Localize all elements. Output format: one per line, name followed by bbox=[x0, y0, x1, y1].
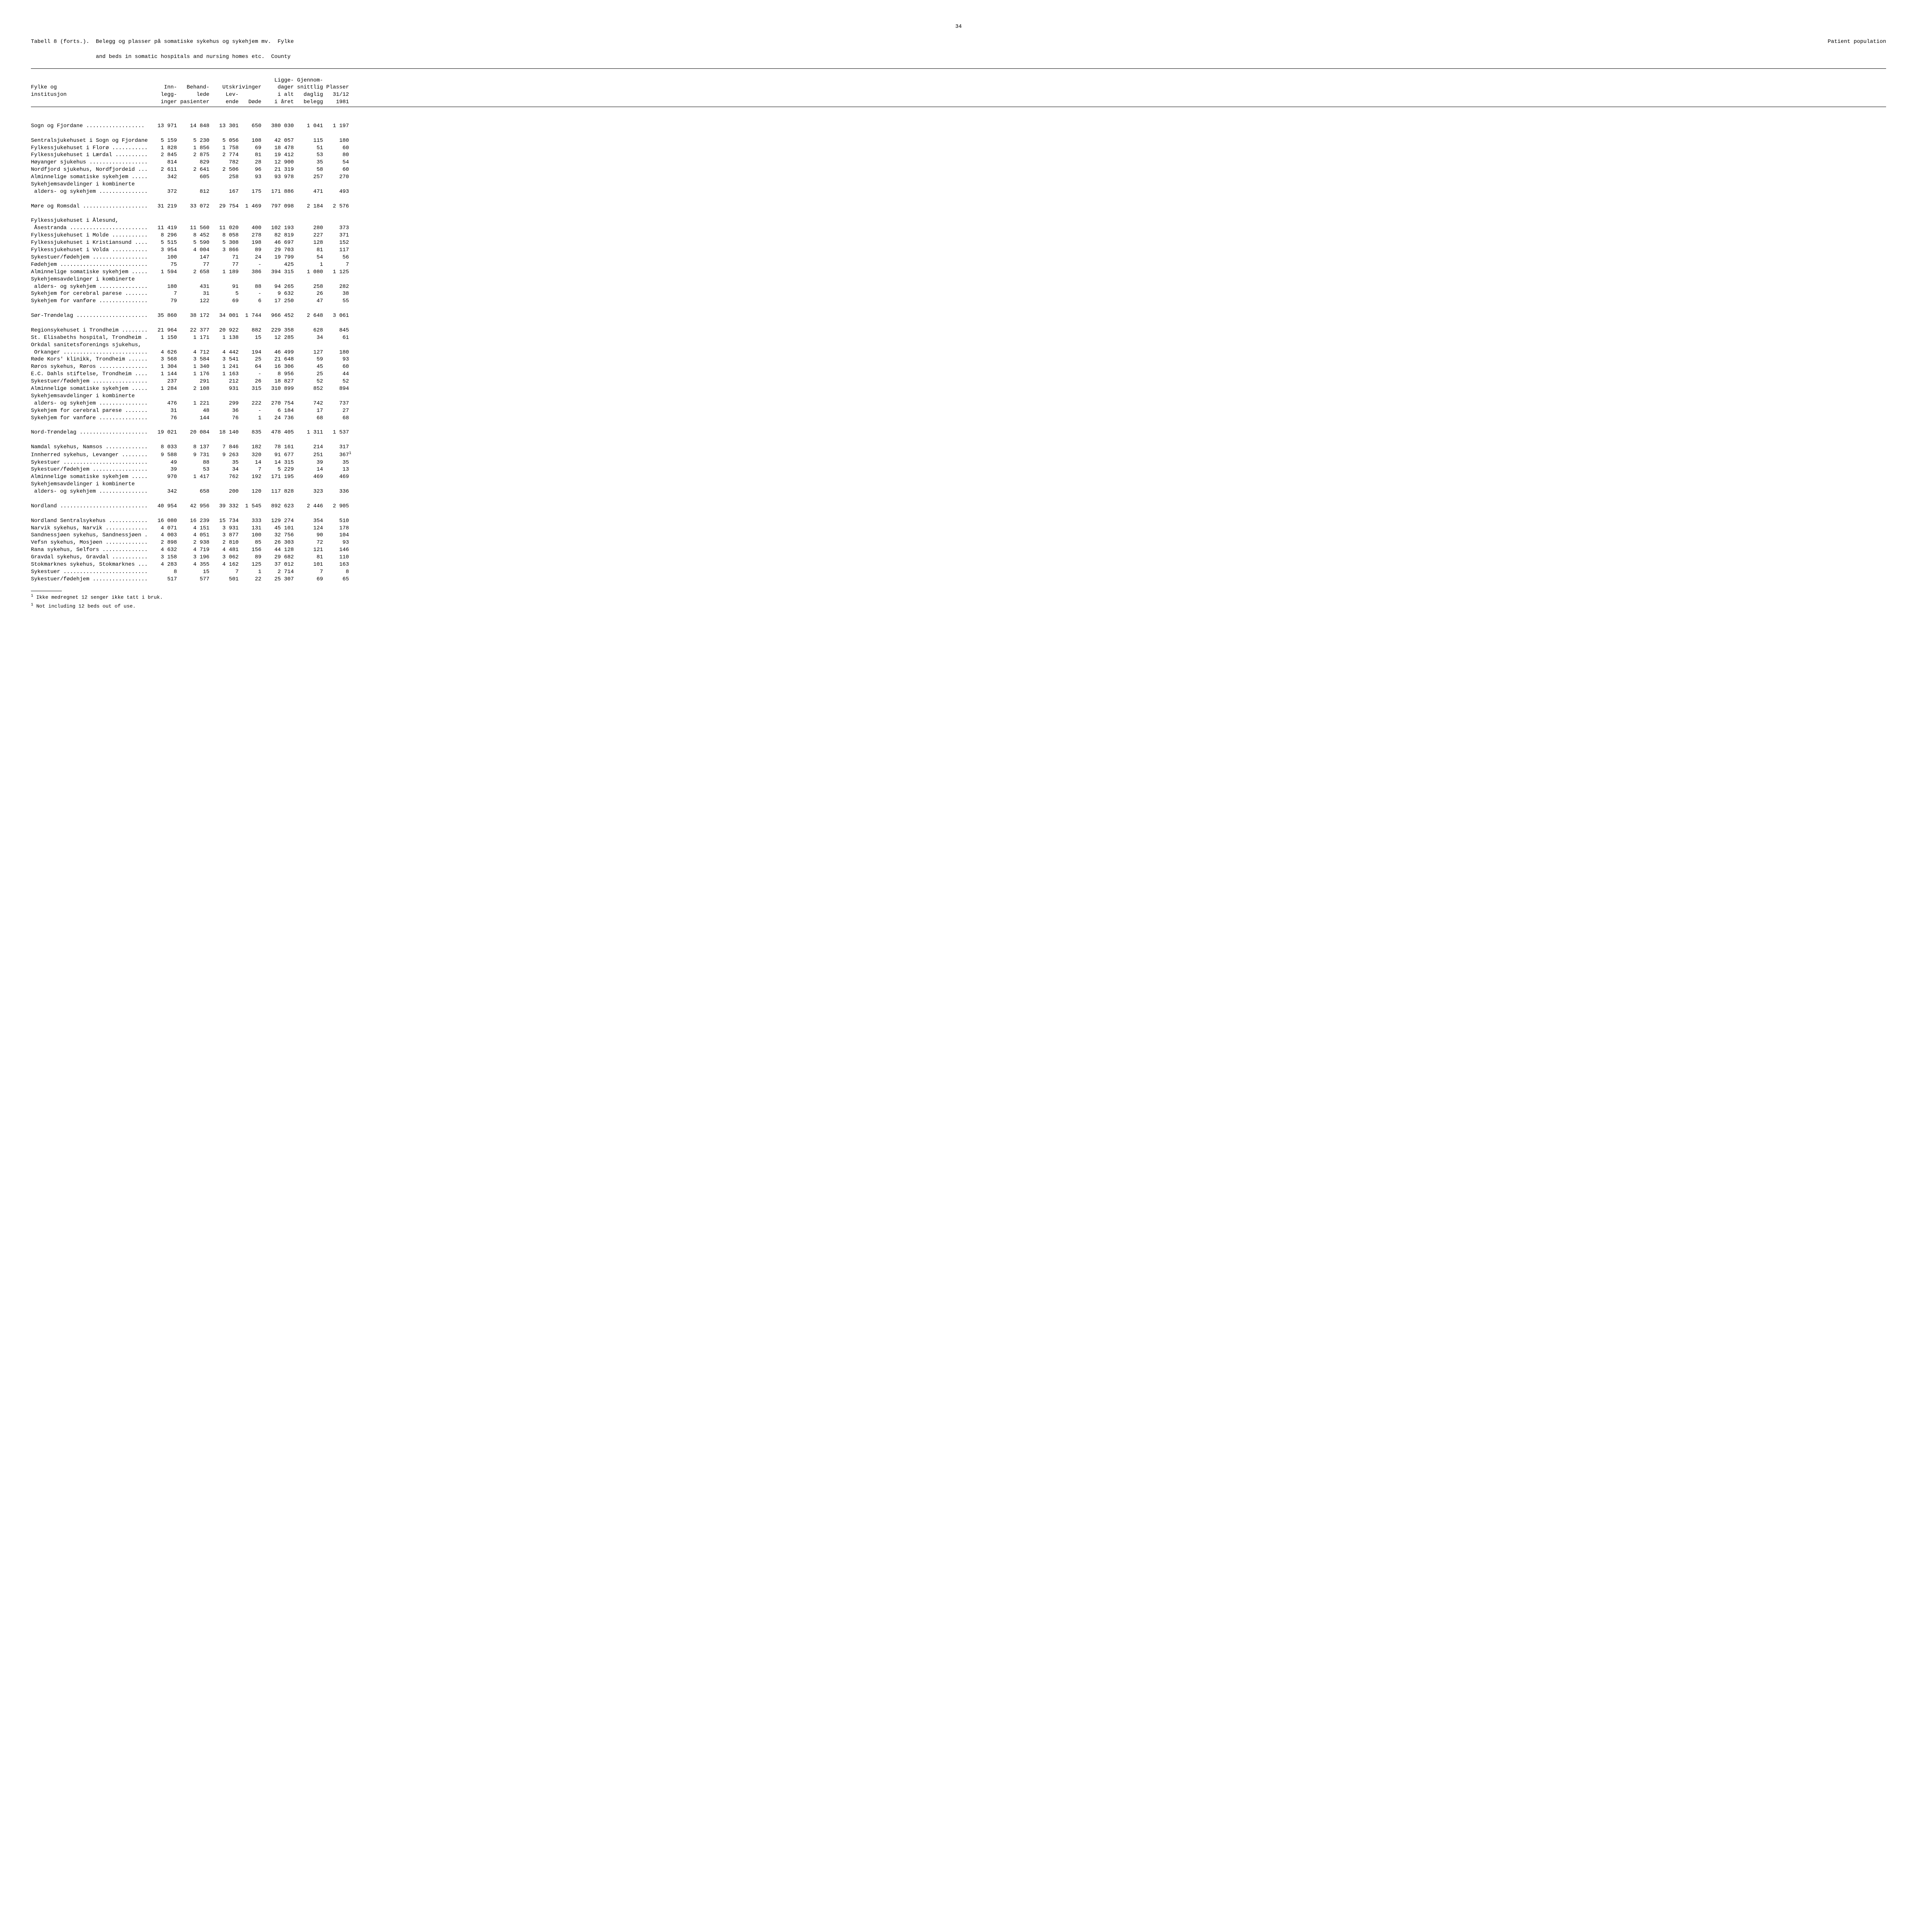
footnote: 1 Ikke medregnet 12 senger ikke tatt i b… bbox=[31, 594, 1886, 601]
table-title-right: Patient population bbox=[1828, 38, 1886, 46]
page-number: 34 bbox=[31, 23, 1886, 31]
table-title-line1: Belegg og plasser på somatiske sykehus o… bbox=[96, 38, 1828, 46]
footnote: 1 Not including 12 beds out of use. bbox=[31, 602, 1886, 610]
table-title: Tabell 8 (forts.). Belegg og plasser på … bbox=[31, 38, 1886, 46]
table-title-line2: Tabell 8 (forts.). and beds in somatic h… bbox=[31, 53, 1886, 61]
table-title-label: Tabell 8 (forts.). bbox=[31, 38, 89, 46]
footnotes: 1 Ikke medregnet 12 senger ikke tatt i b… bbox=[31, 594, 1886, 610]
data-table: Ligge- Gjennom- Fylke og Inn- Behand- Ut… bbox=[31, 68, 1886, 583]
